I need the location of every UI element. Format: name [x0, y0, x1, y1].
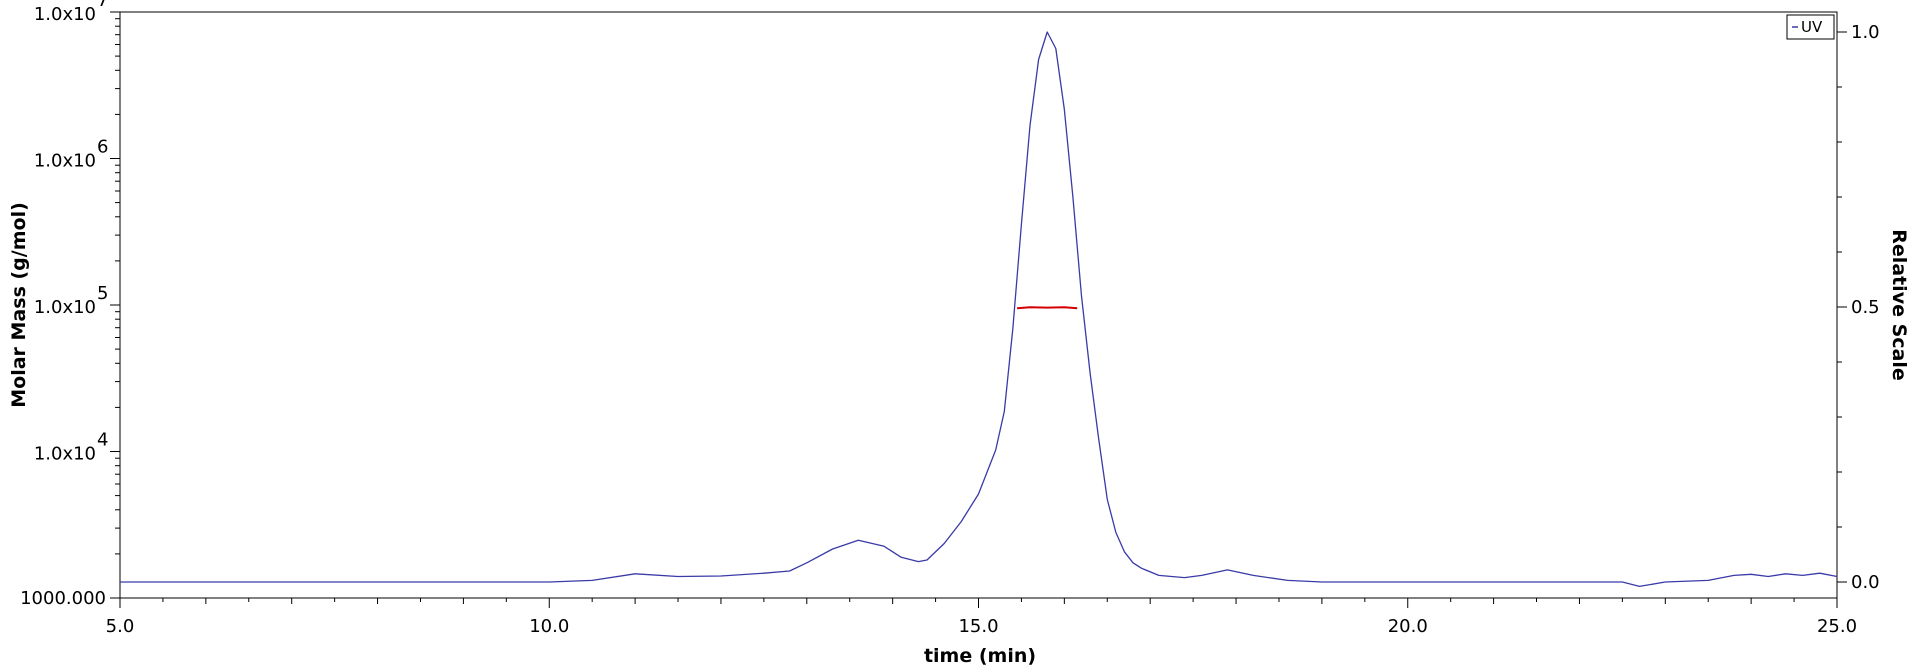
uv-series-line — [120, 31, 1838, 588]
left-tick-label: 1.0x10 — [34, 444, 96, 465]
legend: UV — [1786, 14, 1835, 40]
left-tick-exponent: 5 — [97, 283, 108, 304]
right-tick-label: 1.0 — [1851, 22, 1880, 43]
right-tick-label: 0.0 — [1851, 572, 1880, 593]
right-axis-title: Relative Scale — [1888, 229, 1910, 381]
x-tick-label: 5.0 — [106, 616, 135, 637]
right-axis: 1.0 0.5 0.0 — [1837, 22, 1880, 593]
plot-border — [119, 11, 1838, 599]
left-tick-exponent: 6 — [97, 137, 108, 158]
x-tick-label: 25.0 — [1817, 616, 1857, 637]
right-tick-label: 0.5 — [1851, 297, 1880, 318]
legend-entry-uv: UV — [1801, 18, 1823, 36]
legend-box — [1786, 14, 1835, 40]
x-tick-label: 15.0 — [958, 616, 998, 637]
left-tick-label: 1.0x10 — [34, 151, 96, 172]
x-axis-title: time (min) — [924, 645, 1036, 667]
left-axis-title: Molar Mass (g/mol) — [8, 202, 30, 408]
x-tick-label: 10.0 — [529, 616, 569, 637]
x-tick-label: 20.0 — [1388, 616, 1428, 637]
x-axis: 5.0 10.0 15.0 20.0 25.0 — [106, 598, 1857, 637]
left-tick-label: 1.0x10 — [34, 297, 96, 318]
series-layer — [120, 31, 1838, 588]
left-tick-exponent: 7 — [97, 0, 108, 11]
plot-frame — [119, 11, 1838, 599]
molar-mass-series — [1017, 306, 1078, 310]
left-tick-label: 1000.000 — [20, 588, 106, 609]
left-tick-exponent: 4 — [97, 430, 108, 451]
left-tick-label: 1.0x10 — [34, 4, 96, 25]
